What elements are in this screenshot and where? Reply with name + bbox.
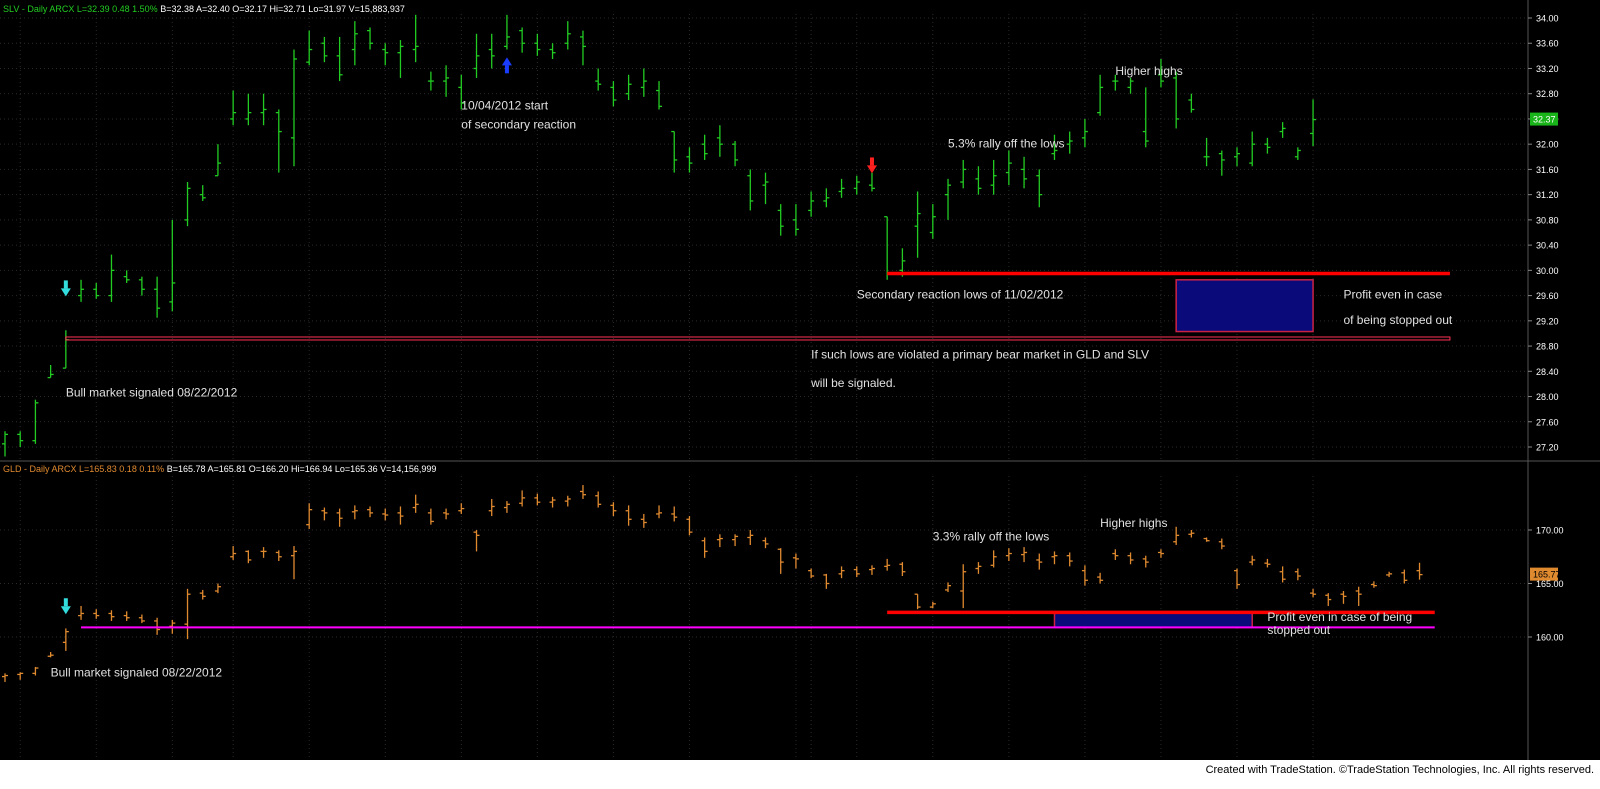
footer-copyright: Created with TradeStation. ©TradeStation…: [1205, 764, 1594, 776]
y-tick-label: 29.60: [1536, 291, 1559, 301]
annotation-text: of secondary reaction: [461, 117, 576, 131]
arrow-shaft: [63, 280, 68, 289]
arrow-down-icon: [866, 157, 877, 174]
annotation-text: Higher highs: [1100, 516, 1167, 530]
annotation-text: Profit even in case of being: [1267, 610, 1412, 624]
annotation-text: Secondary reaction lows of 11/02/2012: [857, 288, 1064, 302]
slv-pane: 34.0033.6033.2032.8032.4032.0031.6031.20…: [0, 4, 1559, 460]
arrow-head: [60, 288, 71, 297]
y-tick-label: 28.40: [1536, 367, 1559, 377]
profit-zone-box: [1053, 611, 1253, 629]
annotation-text: If such lows are violated a primary bear…: [811, 348, 1149, 362]
y-tick-label: 32.80: [1536, 89, 1559, 99]
arrow-shaft: [504, 65, 509, 74]
y-tick-label: 32.00: [1536, 140, 1559, 150]
y-tick-label: 28.80: [1536, 342, 1559, 352]
footer-bar: Created with TradeStation. ©TradeStation…: [0, 760, 1600, 789]
arrow-up-icon: [501, 57, 512, 74]
annotation-text: stopped out: [1267, 623, 1330, 637]
support-line-pink: [65, 336, 1451, 341]
arrow-down-icon: [60, 280, 71, 297]
arrow-head: [501, 57, 512, 66]
annotation-text: 3.3% rally off the lows: [933, 530, 1050, 544]
annotation-text: 10/04/2012 start: [461, 98, 548, 112]
annotation-text: Higher highs: [1115, 64, 1182, 78]
y-tick-label: 165.00: [1536, 579, 1564, 589]
gld-header: GLD - Daily ARCX L=165.83 0.18 0.11% B=1…: [3, 464, 436, 474]
last-price-tag: [1530, 112, 1558, 126]
y-tick-label: 30.00: [1536, 266, 1559, 276]
last-price-label: 32.37: [1533, 115, 1556, 125]
last-price-label: 165.77: [1533, 570, 1561, 580]
y-tick-label: 30.80: [1536, 215, 1559, 225]
header-quote: GLD - Daily ARCX L=165.83 0.18 0.11%: [3, 464, 167, 474]
y-tick-label: 160.00: [1536, 633, 1564, 643]
last-price-tag: [1530, 567, 1558, 581]
y-tick-label: 31.60: [1536, 165, 1559, 175]
profit-zone-box: [1175, 279, 1314, 333]
annotation-text: will be signaled.: [810, 376, 896, 390]
header-ohlc: B=32.38 A=32.40 O=32.17 Hi=32.71 Lo=31.9…: [160, 4, 405, 14]
y-tick-label: 27.20: [1536, 443, 1559, 453]
gld-pane: 170.00 165.00 160.00 GLD - Daily ARCX L=165…: [0, 464, 1564, 789]
annotation-text: Bull market signaled 08/22/2012: [66, 386, 238, 400]
header-quote: SLV - Daily ARCX L=32.39 0.48 1.50%: [3, 4, 160, 14]
arrow-head: [866, 165, 877, 174]
slv-header: SLV - Daily ARCX L=32.39 0.48 1.50% B=32…: [3, 4, 405, 14]
arrow-down-icon: [60, 598, 71, 615]
y-tick-label: 31.20: [1536, 190, 1559, 200]
header-ohlc: B=165.78 A=165.81 O=166.20 Hi=166.94 Lo=…: [167, 464, 437, 474]
annotation-text: Bull market signaled 08/22/2012: [51, 666, 223, 680]
annotation-text: 5.3% rally off the lows: [948, 136, 1065, 150]
y-tick-label: 33.60: [1536, 39, 1559, 49]
annotation-text: of being stopped out: [1343, 313, 1452, 327]
y-tick-label: 28.00: [1536, 392, 1559, 402]
y-tick-label: 33.20: [1536, 64, 1559, 74]
y-tick-label: 30.40: [1536, 241, 1559, 251]
arrow-shaft: [63, 598, 68, 607]
annotation-text: Profit even in case: [1343, 288, 1442, 302]
y-tick-label: 29.20: [1536, 316, 1559, 326]
arrow-shaft: [869, 157, 874, 166]
arrow-head: [60, 606, 71, 615]
y-tick-label: 34.00: [1536, 14, 1559, 24]
y-tick-label: 170.00: [1536, 526, 1564, 536]
y-tick-label: 27.60: [1536, 417, 1559, 427]
